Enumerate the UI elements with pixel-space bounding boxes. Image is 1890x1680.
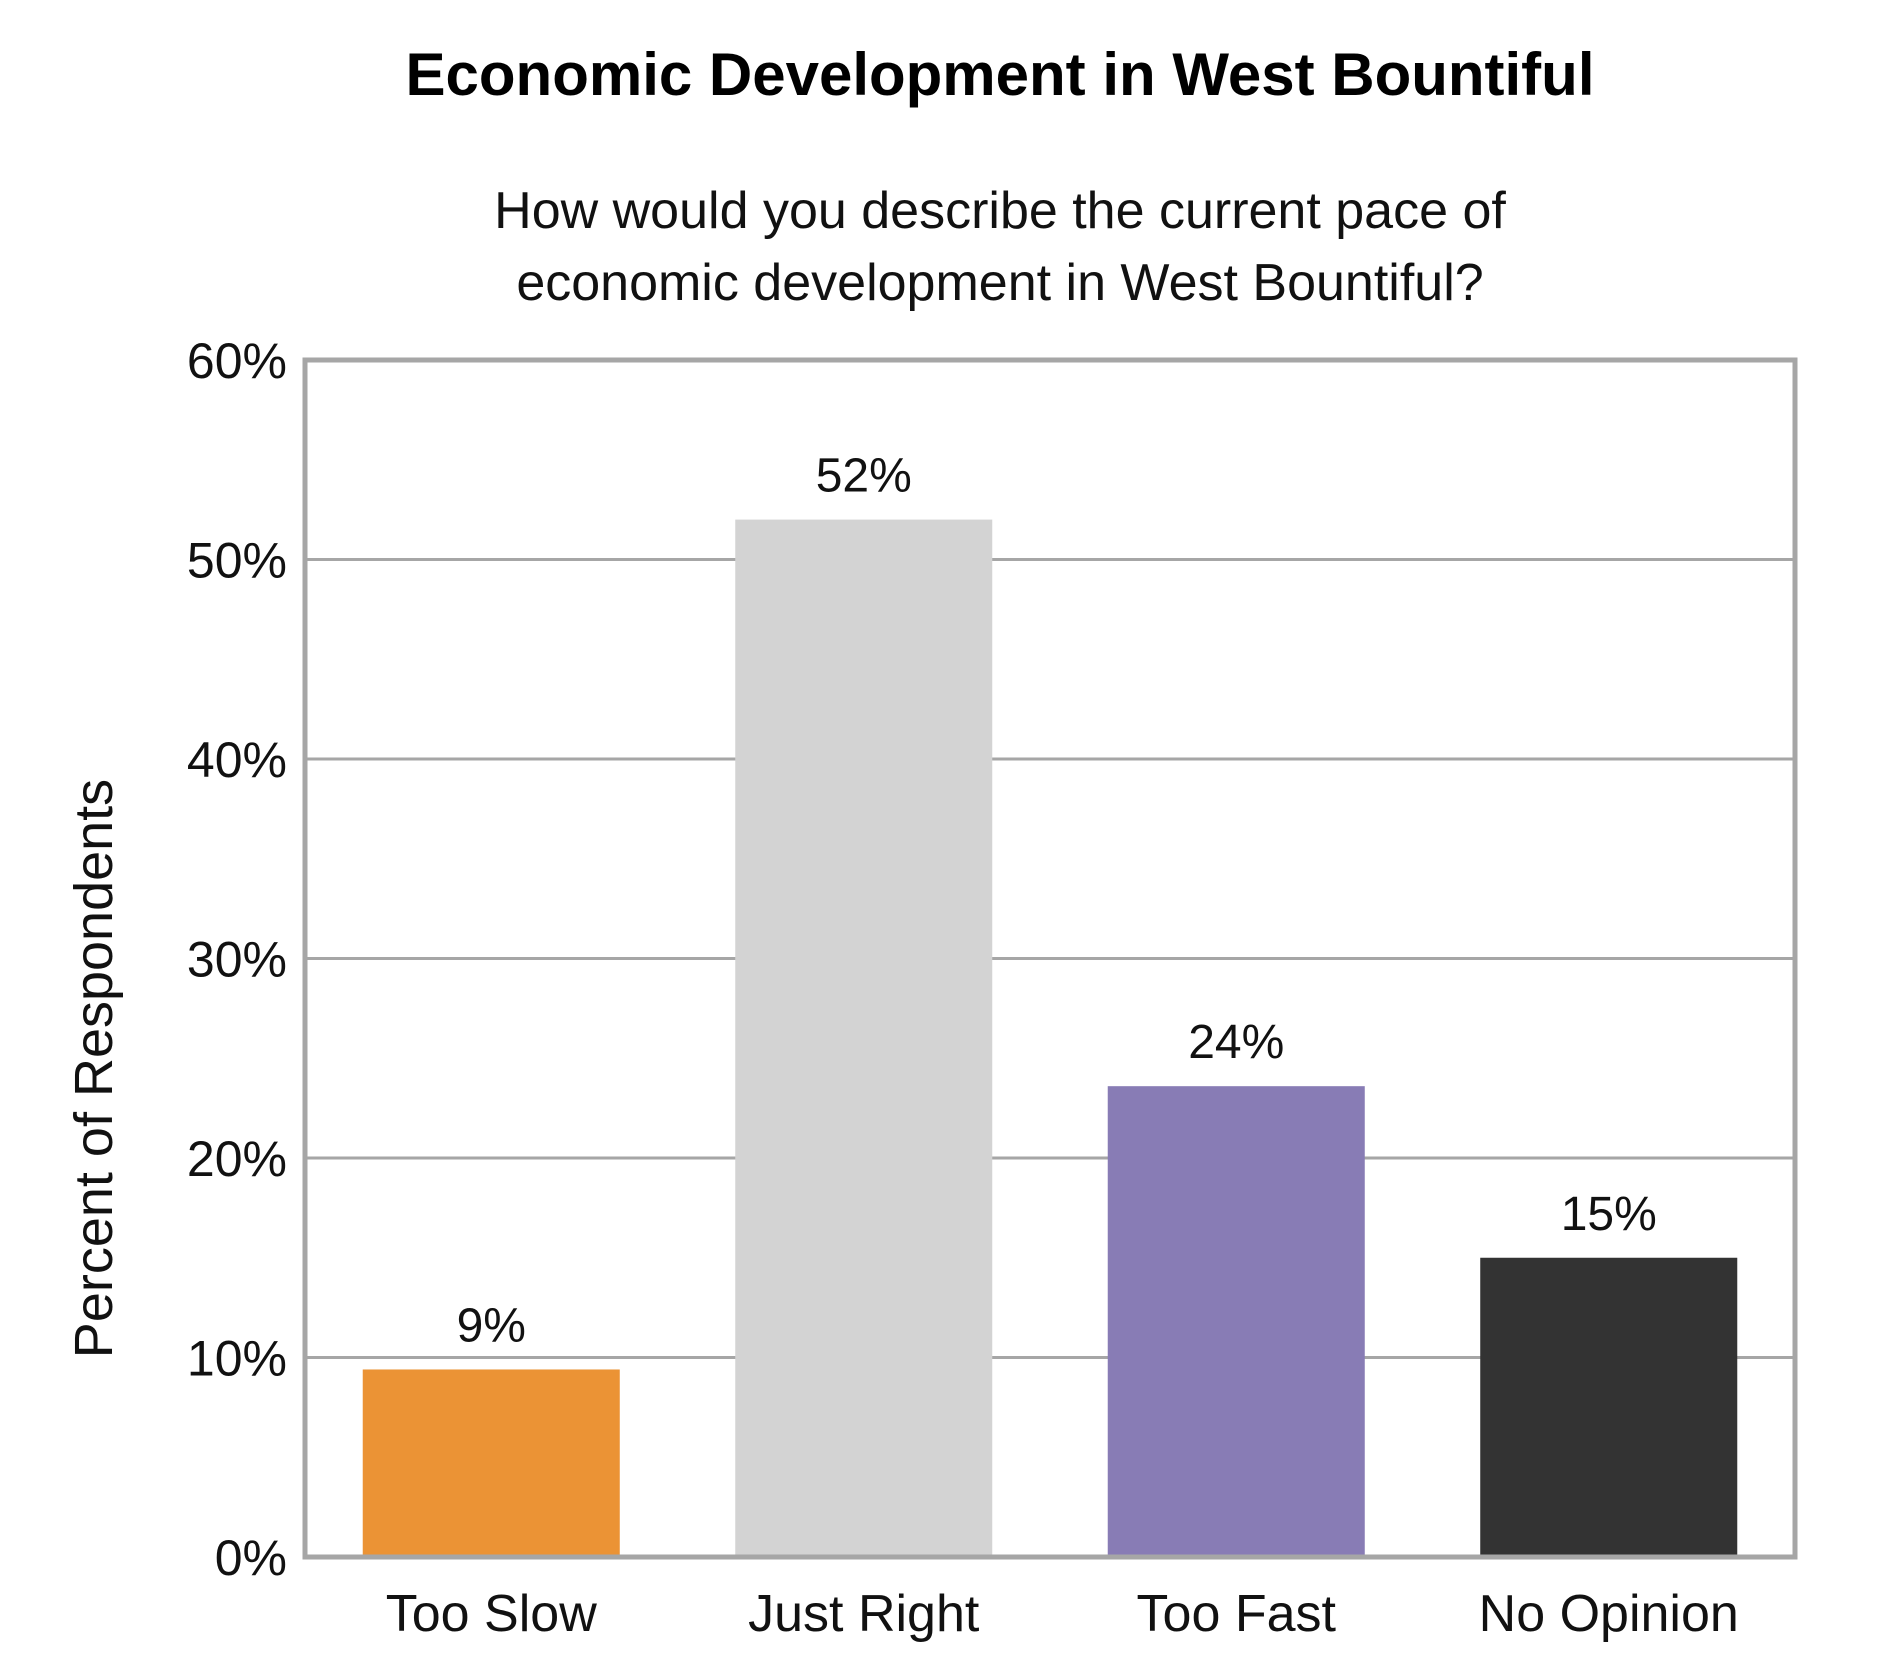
y-tick-label: 50%: [187, 533, 287, 589]
y-tick-label: 60%: [187, 333, 287, 389]
y-axis-label: Percent of Respondents: [64, 779, 124, 1358]
y-tick-label: 10%: [187, 1331, 287, 1387]
data-label: 15%: [1561, 1188, 1657, 1241]
x-tick-label: Too Fast: [1137, 1585, 1337, 1643]
y-tick-label: 0%: [215, 1530, 287, 1586]
x-tick-label: No Opinion: [1479, 1585, 1739, 1643]
chart-subtitle-line-1: How would you describe the current pace …: [494, 182, 1506, 240]
bar: [362, 1369, 620, 1557]
x-tick-label: Too Slow: [386, 1585, 597, 1643]
data-label: 52%: [816, 450, 912, 503]
y-tick-label: 20%: [187, 1131, 287, 1187]
chart-title: Economic Development in West Bountiful: [405, 41, 1595, 108]
bar: [735, 519, 993, 1557]
y-tick-label: 40%: [187, 732, 287, 788]
chart-subtitle: How would you describe the current pace …: [270, 175, 1730, 319]
plot-border: [302, 357, 1798, 1560]
y-tick-label: 30%: [187, 932, 287, 988]
bar: [1107, 1086, 1365, 1557]
data-label: 24%: [1188, 1016, 1284, 1069]
x-tick-label: Just Right: [748, 1585, 980, 1643]
chart-subtitle-line-2: economic development in West Bountiful?: [516, 254, 1484, 312]
bar: [1480, 1257, 1738, 1557]
data-label: 9%: [457, 1299, 526, 1352]
